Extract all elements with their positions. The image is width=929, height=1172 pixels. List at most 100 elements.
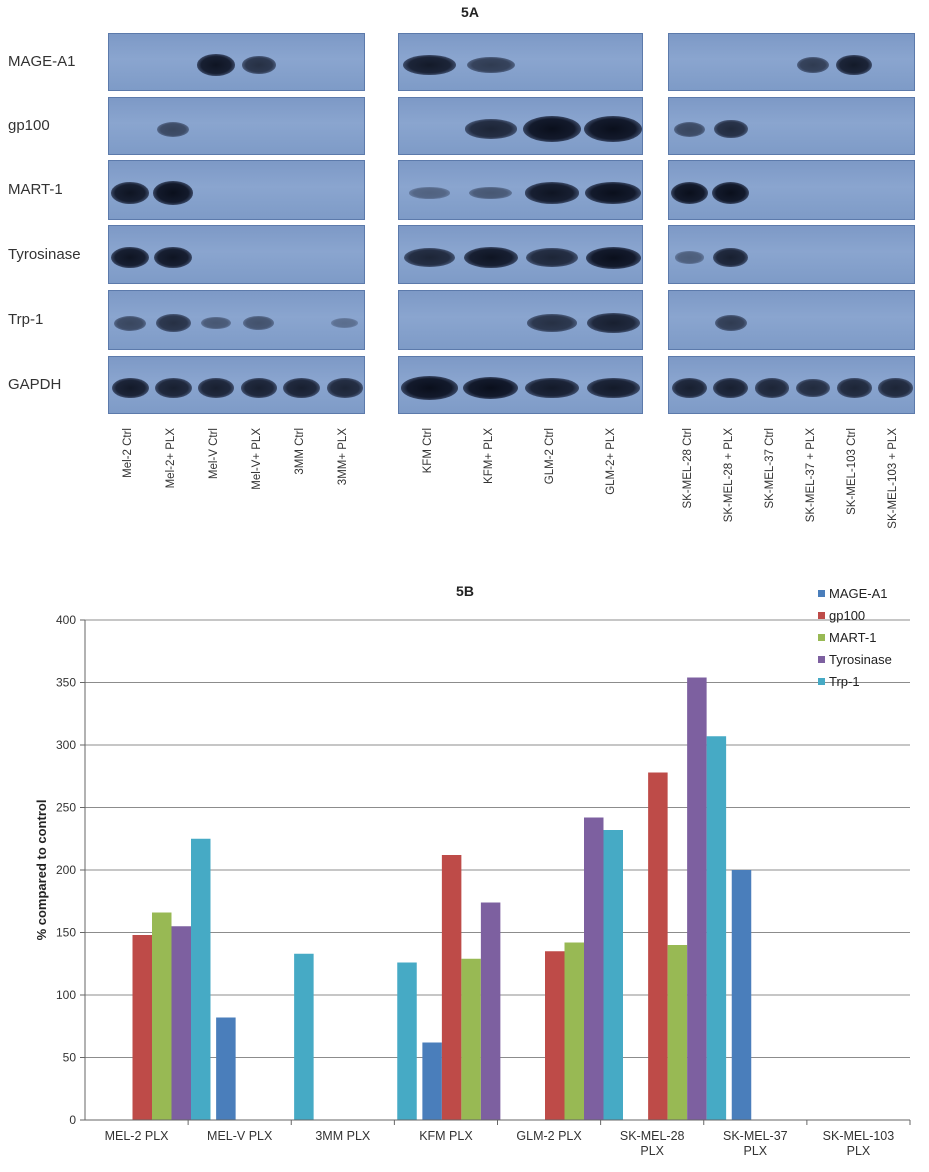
x-tick-label: PLX [743, 1144, 767, 1158]
legend-swatch [818, 634, 825, 641]
protein-band [796, 378, 831, 398]
bar-trp-1 [397, 962, 417, 1120]
protein-band [153, 181, 194, 205]
legend-label: Tyrosinase [829, 652, 892, 667]
x-tick-label: KFM PLX [419, 1129, 473, 1143]
lane-label: GLM-2 Ctrl [544, 428, 557, 485]
protein-band [326, 378, 363, 398]
bar-mart-1 [667, 945, 688, 1120]
bar-gp100 [441, 855, 462, 1120]
legend-swatch [818, 612, 825, 619]
y-tick-label: 0 [69, 1113, 76, 1127]
protein-band [797, 56, 830, 74]
protein-band [674, 121, 706, 137]
protein-band [197, 378, 235, 398]
protein-band [585, 246, 641, 269]
chart-title: 5B [456, 583, 474, 599]
legend-swatch [818, 678, 825, 685]
protein-band [523, 115, 582, 143]
protein-band [111, 182, 150, 204]
blot-row-label: Trp-1 [8, 311, 44, 328]
protein-band [401, 376, 459, 400]
x-tick-label: SK-MEL-37 [723, 1129, 788, 1143]
blot-strip [668, 225, 915, 284]
blot-strip [668, 290, 915, 350]
bar-tyrosinase [171, 926, 191, 1120]
protein-band [671, 378, 708, 398]
bar-trp-1 [706, 736, 727, 1120]
protein-band [330, 317, 359, 329]
protein-band [713, 378, 749, 398]
lane-label: 3MM+ PLX [336, 428, 349, 486]
protein-band [713, 119, 748, 139]
protein-band [402, 54, 457, 76]
bar-tyrosinase [687, 677, 707, 1120]
protein-band [713, 247, 749, 268]
x-tick-label: SK-MEL-103 [823, 1129, 895, 1143]
protein-band [197, 54, 236, 76]
blot-group [668, 0, 915, 420]
protein-band [243, 316, 275, 330]
blot-row-label: MAGE-A1 [8, 53, 76, 70]
protein-band [714, 314, 747, 332]
protein-band [878, 378, 913, 398]
protein-band [585, 181, 642, 205]
bar-gp100 [545, 951, 565, 1120]
lane-label: KFM Ctrl [421, 428, 434, 474]
legend-label: gp100 [829, 608, 865, 623]
protein-band [836, 54, 873, 76]
blot-strip [398, 225, 643, 284]
protein-band [111, 377, 150, 399]
bar-mart-1 [461, 958, 481, 1120]
protein-band [466, 56, 515, 74]
blot-strip [398, 356, 643, 414]
protein-band [465, 119, 517, 139]
protein-band [671, 182, 709, 204]
legend-label: MAGE-A1 [829, 586, 888, 601]
legend-swatch [818, 590, 825, 597]
blot-strip [108, 225, 365, 284]
protein-band [469, 186, 513, 200]
y-tick-label: 350 [56, 676, 76, 690]
blot-strip [108, 160, 365, 220]
bar-mage-a1 [731, 870, 752, 1120]
protein-band [154, 246, 193, 269]
lane-label: Mel-V Ctrl [208, 428, 221, 480]
blot-row-label: Tyrosinase [8, 245, 81, 263]
blot-strip [108, 290, 365, 350]
blot-strip [108, 33, 365, 91]
blot-strip [668, 356, 915, 414]
lane-label: SK-MEL-28 Ctrl [681, 428, 694, 509]
lane-label: SK-MEL-103 Ctrl [846, 428, 859, 515]
protein-band [525, 182, 580, 204]
protein-band [283, 378, 321, 398]
y-tick-label: 150 [56, 926, 76, 940]
blot-strip [398, 33, 643, 91]
y-tick-label: 400 [56, 613, 76, 627]
blot-strip [668, 33, 915, 91]
lane-label: GLM-2+ PLX [605, 428, 618, 495]
panel-a-title: 5A [461, 4, 479, 20]
blot-strip [108, 356, 365, 414]
bar-trp-1 [603, 830, 623, 1120]
y-tick-label: 300 [56, 738, 76, 752]
x-tick-label: SK-MEL-28 [620, 1129, 685, 1143]
protein-band [526, 247, 578, 268]
y-tick-label: 50 [63, 1051, 77, 1065]
protein-band [241, 56, 277, 74]
lane-label: 3MM Ctrl [293, 428, 306, 475]
bar-tyrosinase [584, 817, 604, 1120]
protein-band [527, 314, 577, 332]
protein-band [463, 377, 519, 399]
lane-label: Mel-V+ PLX [250, 428, 263, 490]
protein-band [586, 377, 640, 399]
protein-band [675, 251, 704, 264]
blot-row-label: MART-1 [8, 181, 63, 198]
protein-band [157, 121, 190, 137]
bar-mart-1 [564, 942, 584, 1120]
protein-band [240, 378, 278, 398]
x-tick-label: GLM-2 PLX [516, 1129, 582, 1143]
bar-trp-1 [294, 953, 314, 1120]
blot-strip [108, 97, 365, 155]
protein-band [754, 378, 790, 398]
